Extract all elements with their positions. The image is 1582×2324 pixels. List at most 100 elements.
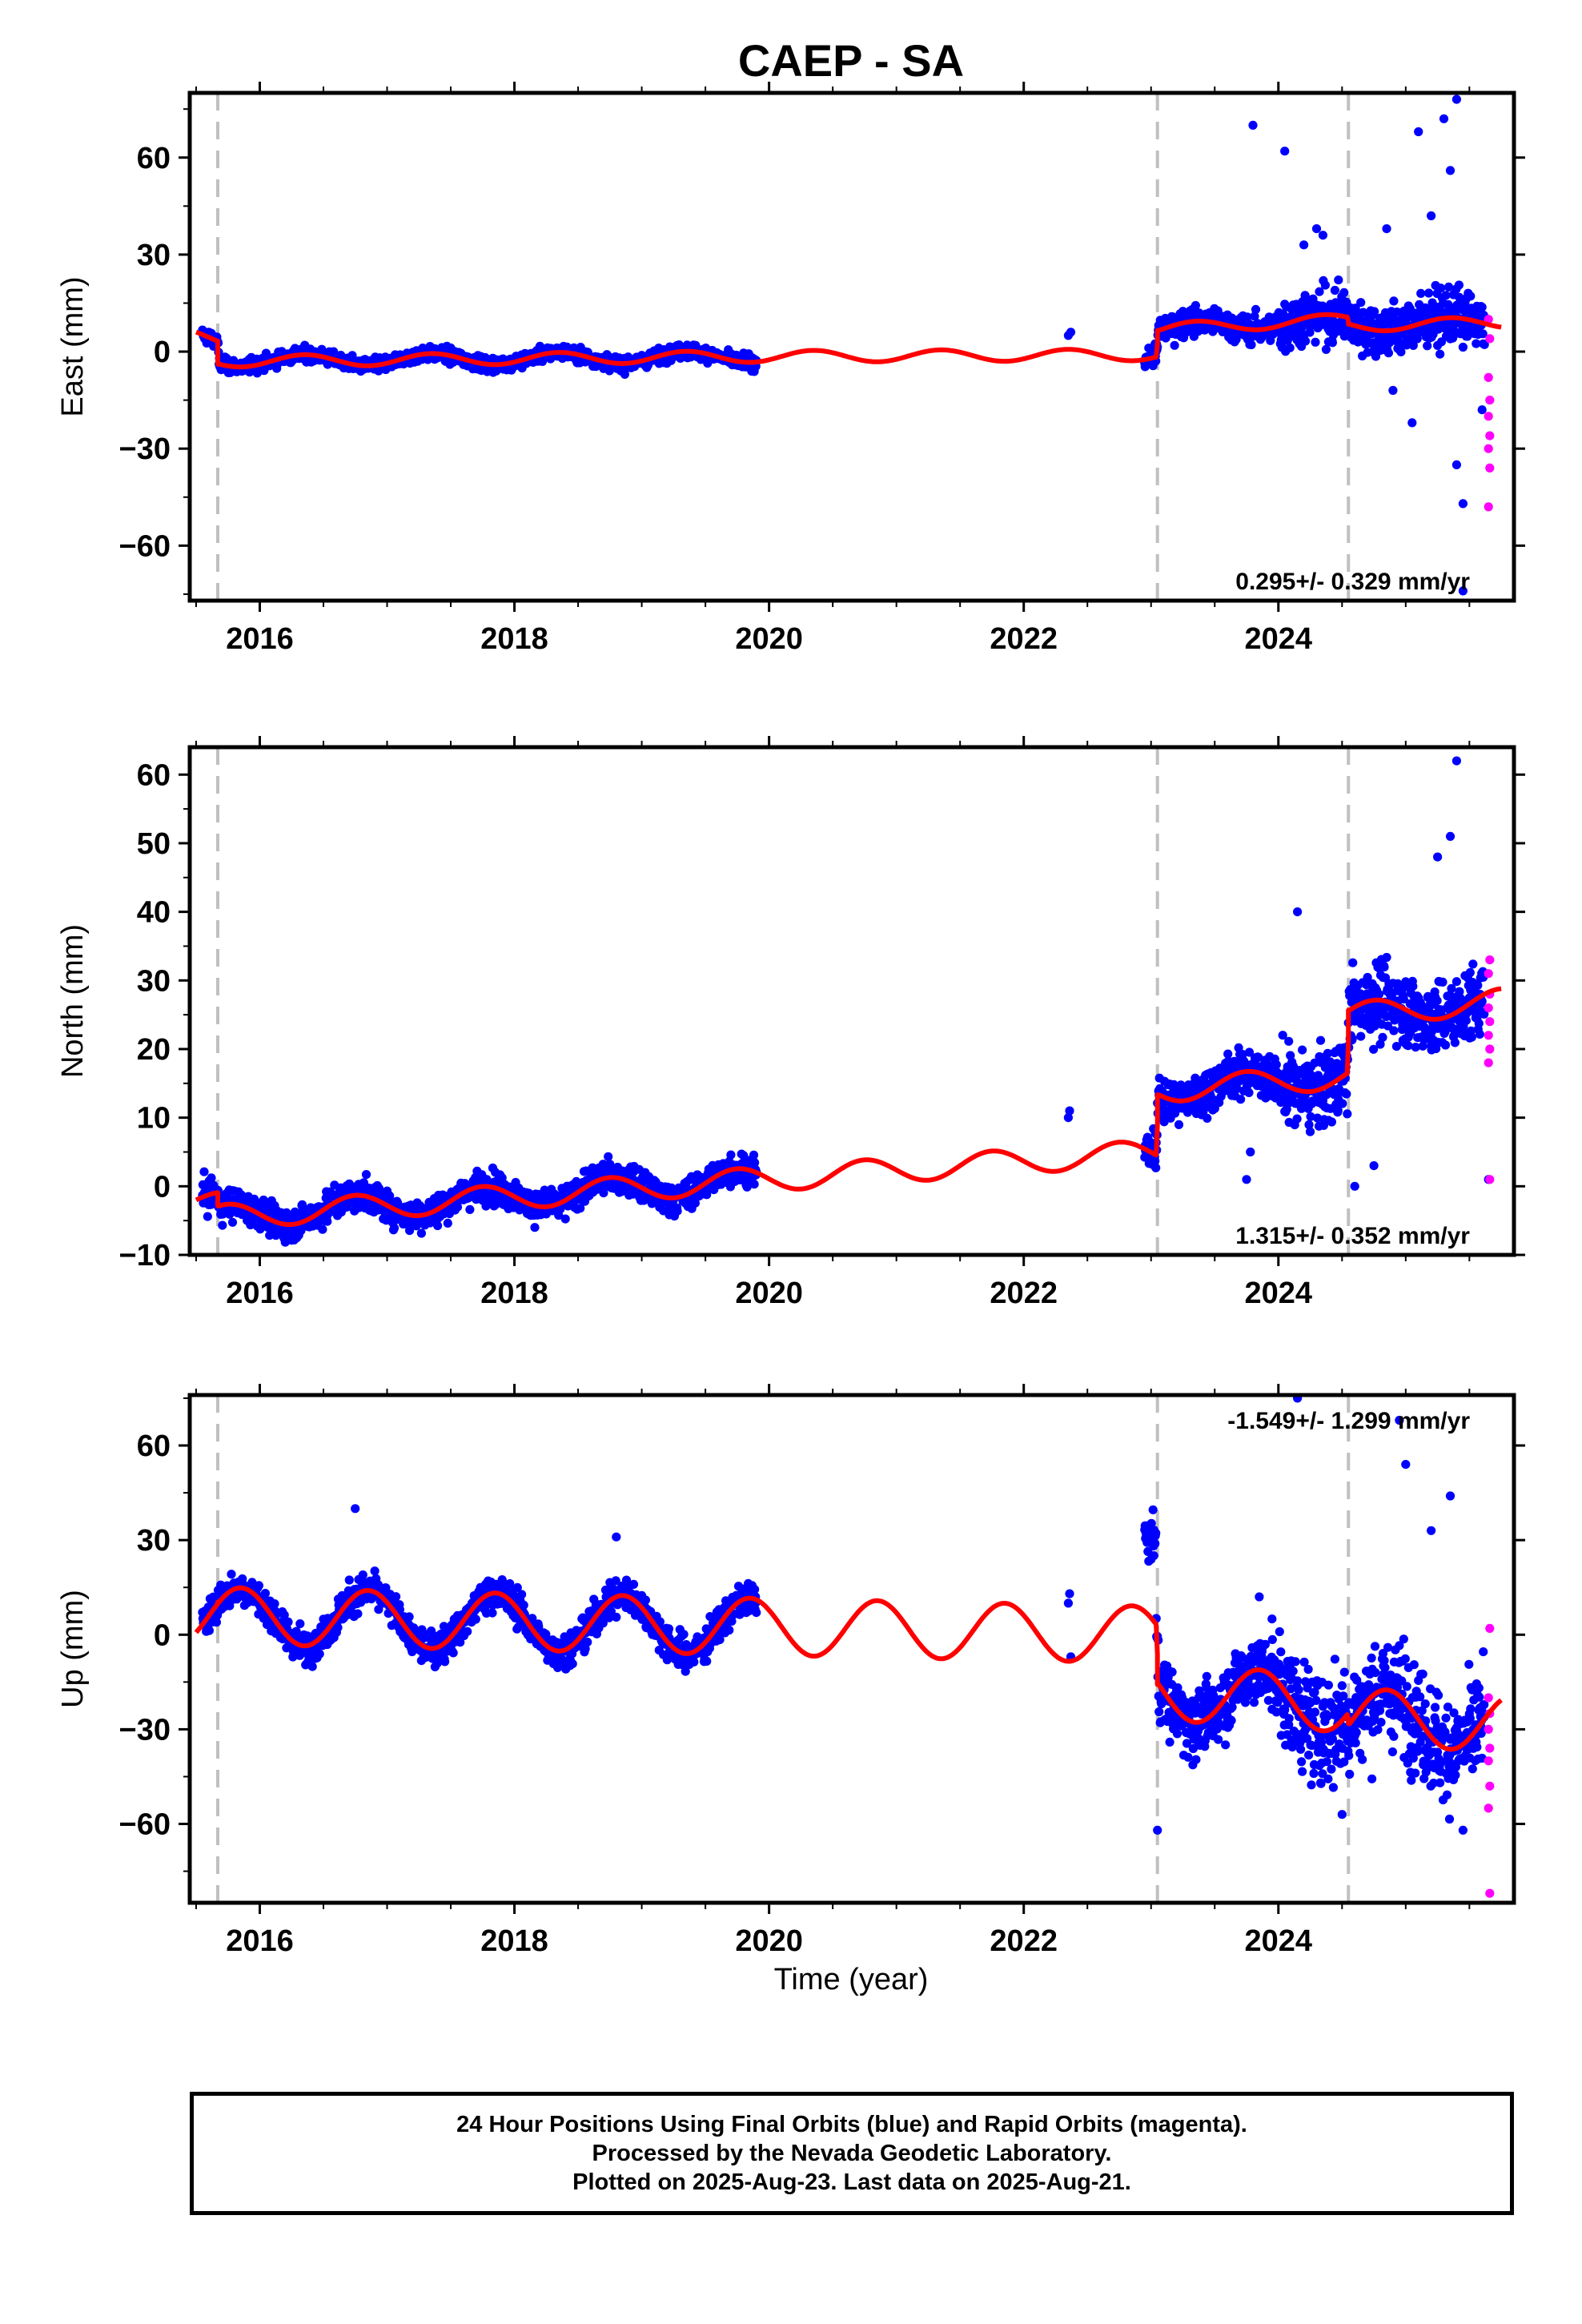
data-point: [1441, 291, 1451, 300]
y-tick-label: 50: [137, 827, 171, 861]
data-point: [265, 1231, 275, 1240]
data-point: [1305, 1127, 1315, 1136]
data-point: [560, 1214, 570, 1224]
velocity-rate-text: 1.315+/- 0.352 mm/yr: [1235, 1223, 1470, 1249]
data-point: [530, 1223, 540, 1232]
data-point: [1250, 312, 1259, 321]
data-point: [1458, 342, 1468, 352]
data-point: [465, 1204, 475, 1214]
x-tick-label: 2018: [480, 1277, 548, 1310]
data-point: [1468, 959, 1478, 969]
data-point: [1465, 967, 1475, 978]
data-point: [1338, 1099, 1347, 1108]
data-point: [1292, 1114, 1302, 1124]
data-point: [1408, 340, 1418, 350]
data-point: [254, 1581, 263, 1590]
data-point: [1339, 287, 1349, 297]
x-tick-label: 2024: [1245, 1277, 1313, 1310]
data-point: [1327, 1117, 1336, 1127]
outlier-point: [1242, 1175, 1251, 1184]
data-point: [1416, 288, 1426, 298]
data-point: [1371, 352, 1381, 361]
data-point: [1405, 304, 1415, 313]
outlier-point: [1065, 1106, 1074, 1116]
y-tick-label: 0: [154, 1170, 171, 1204]
rapid-point: [1485, 334, 1495, 344]
data-point: [307, 1662, 317, 1671]
outlier-point: [1445, 166, 1456, 175]
data-point: [749, 1180, 759, 1189]
data-point: [1423, 341, 1432, 351]
data-point: [1231, 335, 1241, 344]
data-point: [1408, 982, 1418, 991]
x-tick-label: 2024: [1245, 622, 1313, 656]
data-point: [1472, 339, 1481, 348]
data-point: [1440, 1040, 1451, 1050]
data-point: [1298, 1045, 1307, 1055]
outlier-point: [1445, 831, 1456, 841]
data-point: [1315, 1035, 1326, 1045]
outlier-point: [1427, 211, 1436, 221]
data-point: [1478, 329, 1488, 339]
x-tick-label: 2020: [735, 622, 803, 656]
plot-frame: [187, 745, 1516, 1257]
x-tick-label: 2016: [226, 1277, 294, 1310]
data-point: [227, 1570, 236, 1579]
x-tick-label: 2022: [990, 622, 1058, 656]
data-point: [323, 1216, 332, 1226]
outlier-point: [1299, 240, 1309, 250]
data-point: [1311, 337, 1320, 347]
data-point: [260, 1589, 270, 1598]
rapid-point: [1484, 502, 1493, 512]
y-axis-label: North (mm): [56, 924, 90, 1078]
data-point: [1334, 275, 1343, 285]
data-point: [1170, 340, 1179, 350]
rapid-point: [1485, 1017, 1495, 1027]
x-tick-label: 2016: [226, 622, 294, 656]
rapid-point: [1485, 955, 1495, 965]
y-tick-label: 10: [137, 1102, 171, 1136]
data-point: [1279, 309, 1288, 319]
data-point: [333, 1622, 343, 1632]
y-tick-label: −60: [119, 529, 171, 563]
outlier-point: [1414, 127, 1423, 137]
outlier-point: [1439, 114, 1449, 123]
outlier-point: [1458, 499, 1468, 509]
outlier-point: [1407, 418, 1417, 428]
data-point: [1320, 280, 1330, 290]
data-point: [1467, 1032, 1476, 1042]
data-point: [1477, 303, 1487, 312]
data-point: [358, 1570, 367, 1580]
outlier-point: [1318, 231, 1327, 240]
data-point: [1378, 1032, 1387, 1042]
plot-area: [195, 93, 1503, 601]
data-point: [218, 1220, 227, 1230]
data-point: [385, 1191, 395, 1200]
data-point: [1315, 287, 1324, 296]
plot-area: [195, 747, 1503, 1255]
data-point: [1356, 1031, 1366, 1041]
x-tick-label: 2022: [990, 1277, 1058, 1310]
outlier-point: [1248, 120, 1258, 130]
figure-title: CAEP - SA: [738, 35, 964, 86]
data-point: [353, 1609, 363, 1618]
data-point: [1285, 343, 1295, 352]
plot-area: [194, 1395, 1503, 1903]
data-point: [1066, 328, 1076, 337]
data-point: [1348, 958, 1358, 967]
y-tick-label: 40: [137, 896, 171, 930]
data-point: [1247, 340, 1256, 350]
final-orbit-points: [198, 756, 1493, 1247]
outlier-point: [1477, 405, 1487, 415]
rapid-point: [1484, 1031, 1493, 1040]
outlier-point: [1452, 94, 1461, 104]
outlier-point: [1452, 460, 1461, 470]
data-point: [1374, 990, 1384, 999]
data-point: [1424, 288, 1434, 298]
rapid-point: [1484, 1003, 1493, 1013]
data-point: [344, 1575, 354, 1585]
final-orbit-points: [198, 1395, 1489, 1835]
data-point: [1342, 1089, 1351, 1099]
data-point: [1474, 1019, 1484, 1028]
